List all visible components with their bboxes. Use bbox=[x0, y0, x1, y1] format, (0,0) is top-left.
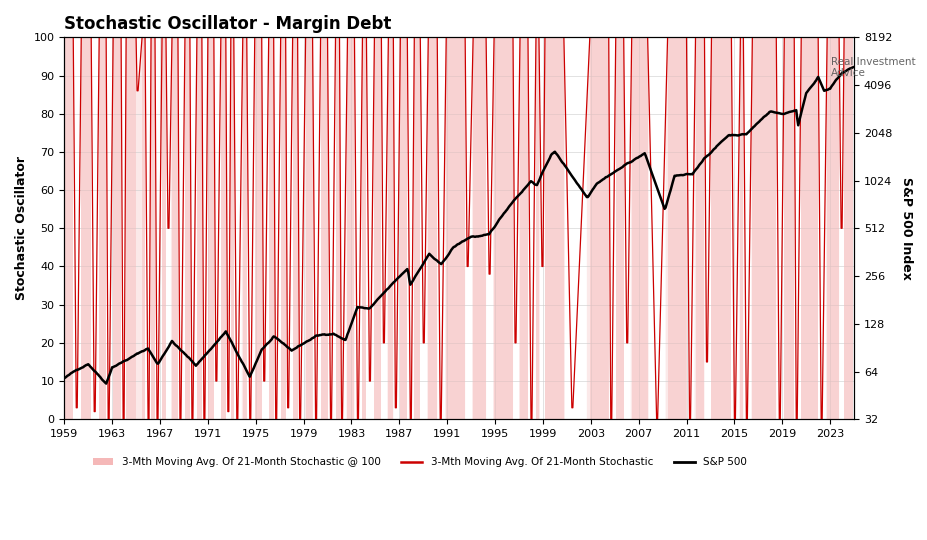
Y-axis label: S&P 500 Index: S&P 500 Index bbox=[899, 177, 912, 280]
Y-axis label: Stochastic Oscillator: Stochastic Oscillator bbox=[15, 156, 28, 300]
Text: Stochastic Oscillator - Margin Debt: Stochastic Oscillator - Margin Debt bbox=[64, 15, 391, 33]
Legend: 3-Mth Moving Avg. Of 21-Month Stochastic @ 100, 3-Mth Moving Avg. Of 21-Month St: 3-Mth Moving Avg. Of 21-Month Stochastic… bbox=[88, 453, 750, 471]
Text: Real Investment
Advice: Real Investment Advice bbox=[830, 57, 914, 78]
